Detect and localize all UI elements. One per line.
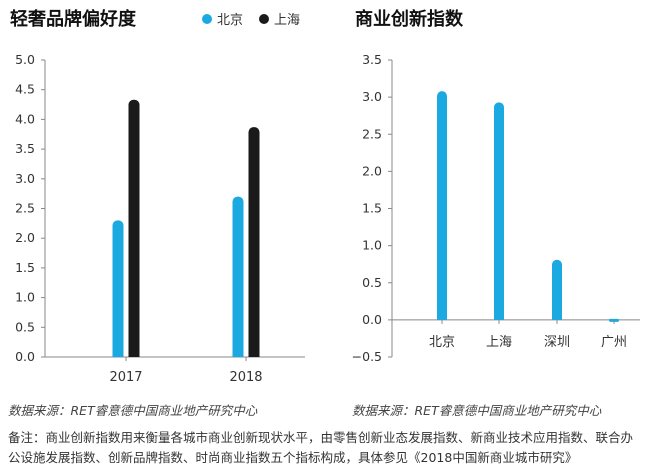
right-y-tick-label: 2.0	[362, 163, 382, 178]
left-bar-chart: 5.0 4.5 4.0 3.5 3.0 2.5 2.0 1.5 1.0 0.5 0.0 2017 201…	[15, 52, 305, 385]
left-bar-base-北京-2018	[232, 202, 244, 357]
right-y-tick-label: 3.0	[362, 89, 382, 104]
left-x-tick-label: 2017	[109, 370, 142, 385]
left-y-tick-label: 2.5	[15, 201, 35, 216]
left-y-tick-label: 5.0	[15, 52, 35, 67]
left-y-tick-label: 3.5	[15, 141, 35, 156]
left-y-tick-label: 0.5	[15, 319, 35, 334]
right-x-tick-label: 北京	[429, 335, 455, 350]
legend-label-beijing: 北京	[217, 13, 243, 28]
left-y-tick-label: 4.0	[15, 111, 35, 126]
left-chart-title: 轻奢品牌偏好度	[10, 8, 137, 30]
legend-label-shanghai: 上海	[274, 13, 300, 28]
right-x-tick-label: 深圳	[544, 335, 570, 350]
right-chart-title: 商业创新指数	[355, 8, 464, 30]
right-y-tick-label: 0.5	[362, 275, 382, 290]
left-source-text: 数据来源：RET睿意德中国商业地产研究中心	[8, 403, 258, 418]
left-y-tick-label: 2.0	[15, 230, 35, 245]
legend-swatch-beijing	[202, 14, 212, 24]
right-x-tick-label: 上海	[486, 335, 512, 350]
left-bar-base-上海-2018	[248, 133, 260, 357]
right-bar-chart: 3.5 3.0 2.5 2.0 1.5 1.0 0.5 0.0 −0.5 北京 上海 深圳 广州	[352, 52, 640, 364]
footnote: 备注：商业创新指数用来衡量各城市商业创新现状水平，由零售创新业态发展指数、新商业…	[8, 430, 634, 465]
right-bar-base-上海	[494, 108, 504, 320]
left-y-tick-label: 4.5	[15, 82, 35, 97]
right-y-tick-label: −0.5	[352, 349, 382, 364]
left-x-tick-label: 2018	[229, 370, 262, 385]
legend-swatch-shanghai	[259, 14, 269, 24]
right-bar-base-深圳	[552, 265, 562, 320]
left-bar-base-上海-2017	[128, 105, 140, 357]
right-x-tick-label: 广州	[601, 335, 627, 350]
right-y-tick-label: 0.0	[362, 312, 382, 327]
right-bar-base-北京	[437, 97, 447, 320]
right-y-tick-label: 2.5	[362, 126, 382, 141]
right-y-tick-label: 1.0	[362, 238, 382, 253]
left-bar-base-北京-2017	[112, 226, 124, 357]
left-y-tick-label: 1.0	[15, 290, 35, 305]
right-y-tick-label: 1.5	[362, 201, 382, 216]
left-y-tick-label: 3.0	[15, 171, 35, 186]
right-y-tick-label: 3.5	[362, 52, 382, 67]
right-source-text: 数据来源：RET睿意德中国商业地产研究中心	[352, 403, 602, 418]
left-y-tick-label: 1.5	[15, 260, 35, 275]
left-y-tick-label: 0.0	[15, 349, 35, 364]
